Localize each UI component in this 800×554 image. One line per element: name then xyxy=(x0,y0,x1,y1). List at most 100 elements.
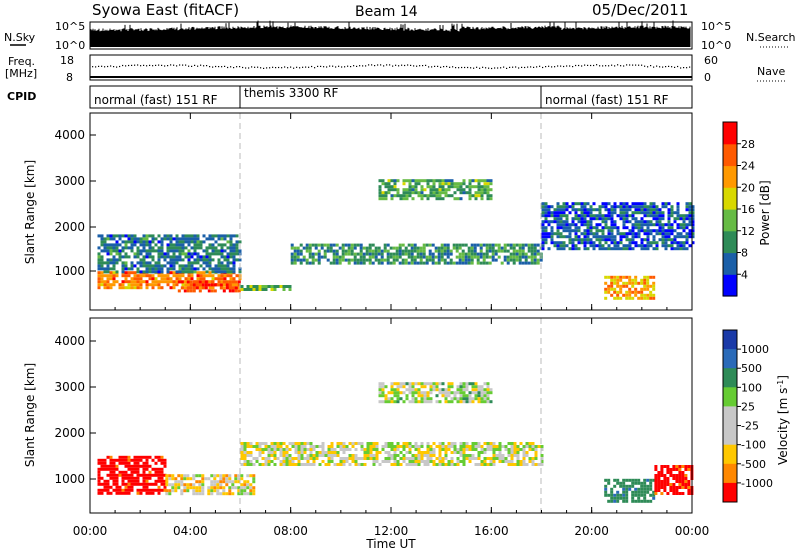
power-cell xyxy=(160,252,164,256)
velocity-cell xyxy=(459,442,463,445)
power-cell xyxy=(688,220,692,224)
power-cell xyxy=(465,185,469,189)
velocity-cell xyxy=(610,490,614,494)
velocity-cell xyxy=(171,474,175,478)
nave-sample xyxy=(542,66,544,69)
power-cell xyxy=(685,241,689,245)
power-cell xyxy=(583,244,587,248)
power-cell xyxy=(670,211,674,215)
velocity-cell xyxy=(646,490,650,494)
velocity-cell xyxy=(127,491,131,495)
x-axis: 00:00 04:00 08:00 12:00 16:00 20:00 00:00 xyxy=(73,113,709,538)
velocity-cell xyxy=(531,457,535,460)
power-cell xyxy=(103,240,107,244)
velocity-cell xyxy=(145,455,149,459)
power-cell xyxy=(574,226,578,230)
power-cell xyxy=(169,246,173,250)
power-cell xyxy=(637,244,641,248)
power-cell xyxy=(232,255,236,259)
power-cell xyxy=(625,214,629,218)
power-cell xyxy=(667,229,671,233)
nave-sample xyxy=(551,66,553,68)
velocity-cell xyxy=(631,484,635,488)
nave-sample xyxy=(494,67,496,69)
power-cell xyxy=(434,255,438,259)
power-cell xyxy=(640,217,644,221)
power-cell xyxy=(374,252,378,256)
velocity-cell xyxy=(231,492,235,496)
power-cell xyxy=(610,214,614,218)
velocity-cell xyxy=(492,448,496,451)
power-cell xyxy=(220,249,224,253)
nave-sample xyxy=(665,66,667,68)
velocity-cell xyxy=(654,477,658,480)
velocity-cell xyxy=(294,457,298,460)
power-cell xyxy=(613,205,617,209)
power-cell xyxy=(127,274,131,278)
power-cell xyxy=(231,286,235,290)
power-cell xyxy=(288,288,292,291)
velocity-cell xyxy=(432,388,436,392)
velocity-cell xyxy=(189,486,193,490)
velocity-cell xyxy=(489,457,493,460)
power-cell xyxy=(226,240,230,244)
power-cell xyxy=(160,270,164,274)
nave-sample xyxy=(635,64,637,66)
nave-sample xyxy=(428,66,430,68)
power-cell xyxy=(112,274,116,278)
power-cell xyxy=(625,238,629,242)
power-cell xyxy=(679,235,683,239)
power-cell xyxy=(556,223,560,227)
power-cell xyxy=(118,252,122,256)
power-cell xyxy=(607,202,611,206)
power-cell xyxy=(610,220,614,224)
power-cell xyxy=(202,249,206,253)
power-cell xyxy=(404,246,408,250)
nave-sample xyxy=(326,66,328,68)
velocity-cell xyxy=(444,388,448,392)
velocity-cell xyxy=(414,463,418,466)
power-cell xyxy=(619,241,623,245)
velocity-cell xyxy=(663,465,667,468)
power-cell xyxy=(667,235,671,239)
power-cell xyxy=(264,288,268,291)
velocity-cell xyxy=(300,451,304,454)
velocity-cell xyxy=(447,463,451,466)
power-cell xyxy=(139,261,143,265)
velocity-cell xyxy=(654,483,658,486)
power-cell xyxy=(619,284,623,288)
velocity-cell xyxy=(414,382,418,386)
power-cell xyxy=(136,270,140,274)
velocity-cell xyxy=(127,461,131,465)
power-cell xyxy=(118,237,122,241)
power-cell xyxy=(347,249,351,253)
velocity-cell xyxy=(516,460,520,463)
power-colorbar-swatch xyxy=(723,274,737,297)
velocity-cell xyxy=(405,445,409,448)
velocity-cell xyxy=(654,480,658,483)
power-cell xyxy=(461,255,465,259)
velocity-cell xyxy=(510,460,514,463)
velocity-cell xyxy=(306,460,310,463)
velocity-cell xyxy=(165,492,169,496)
velocity-cell xyxy=(97,461,101,465)
velocity-cell xyxy=(330,457,334,460)
power-cell xyxy=(441,191,445,195)
velocity-cell xyxy=(360,448,364,451)
power-cell xyxy=(172,280,176,284)
power-cell xyxy=(643,284,647,288)
power-cell xyxy=(444,179,448,183)
power-cell xyxy=(571,202,575,206)
velocity-cell xyxy=(130,464,134,468)
velocity-cell xyxy=(112,488,116,492)
power-cell xyxy=(320,243,324,247)
velocity-cell xyxy=(411,445,415,448)
velocity-cell xyxy=(408,448,412,451)
power-cell xyxy=(226,274,230,278)
power-cell xyxy=(97,261,101,265)
velocity-cell xyxy=(393,457,397,460)
power-cell xyxy=(553,241,557,245)
velocity-cell xyxy=(438,454,442,457)
velocity-cell xyxy=(643,484,647,488)
velocity-cell xyxy=(657,471,661,474)
